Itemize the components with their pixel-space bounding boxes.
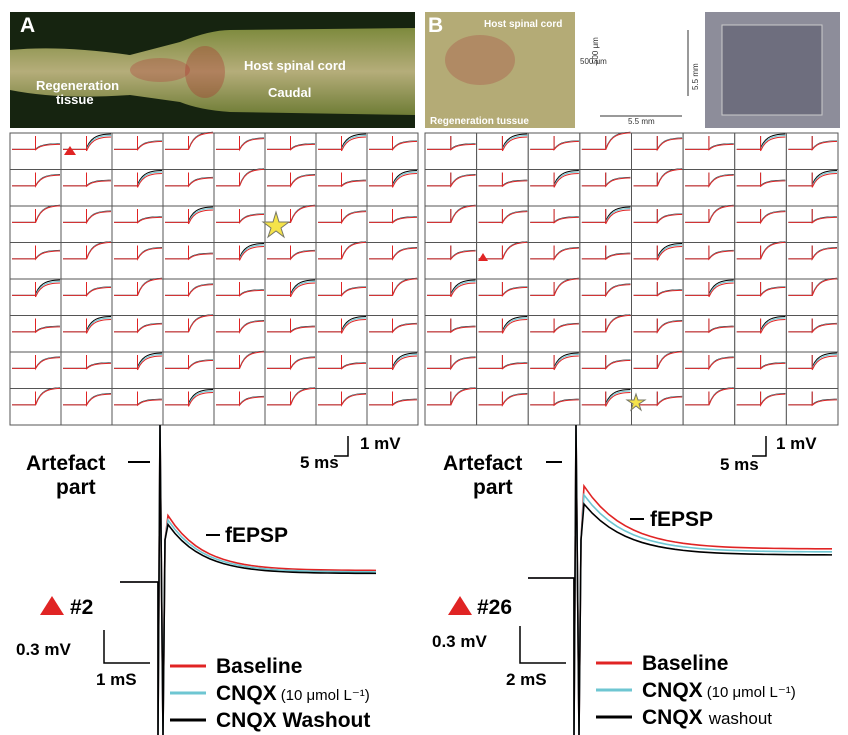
photo-label: Host spinal cord: [244, 58, 346, 73]
photo-label: Regeneration: [36, 78, 119, 93]
artefact-label: Artefact: [26, 452, 105, 475]
panel-label: B: [428, 14, 443, 37]
legend-label: Baseline: [642, 652, 728, 675]
legend-note: (10 μmol L⁻¹): [707, 684, 796, 701]
legend-label: CNQX: [642, 679, 703, 702]
scale-time: 2 mS: [506, 670, 547, 689]
trace-panel-a: Artefact part fEPSP #2 5 ms 1 mV 0.3 mV …: [16, 434, 401, 689]
photo-a: A Regeneration tissue Host spinal cord C…: [10, 12, 415, 128]
scale-voltage: 1 mV: [776, 434, 817, 453]
photo-b: B Host spinal cord Regeneration tussue 5…: [425, 12, 840, 128]
legend-label: Baseline: [216, 655, 302, 678]
scale-voltage: 0.3 mV: [432, 632, 487, 651]
legend-label: CNQX: [642, 706, 703, 729]
legend-label: CNQX: [216, 682, 277, 705]
scale-time: 5 ms: [720, 455, 759, 474]
scale-voltage: 1 mV: [360, 434, 401, 453]
legend-note: (10 μmol L⁻¹): [281, 687, 370, 704]
fepsp-label: fEPSP: [650, 508, 713, 531]
photo-label: Caudal: [268, 85, 311, 100]
legends: BaselineCNQX(10 μmol L⁻¹)CNQX WashoutBas…: [170, 652, 796, 732]
photo-label: Regeneration tussue: [430, 116, 529, 127]
scale-time: 1 mS: [96, 670, 137, 689]
layout-label: 5.5 mm: [691, 63, 700, 90]
artefact-label: part: [56, 476, 96, 499]
legend-label: CNQX Washout: [216, 709, 370, 732]
photo-label: tissue: [56, 92, 94, 107]
electrode-label: #2: [70, 596, 93, 619]
trace-panel-b: Artefact part fEPSP #26 5 ms 1 mV 0.3 mV…: [432, 434, 817, 689]
figure: A Regeneration tissue Host spinal cord C…: [0, 0, 848, 735]
electrode-grids: [10, 132, 838, 425]
artefact-label: Artefact: [443, 452, 522, 475]
scale-time: 5 ms: [300, 453, 339, 472]
legend-suffix: washout: [708, 709, 773, 728]
panel-label: A: [20, 14, 35, 37]
electrode-label: #26: [477, 596, 512, 619]
layout-label: 500 μm: [580, 57, 607, 66]
artefact-label: part: [473, 476, 513, 499]
fepsp-label: fEPSP: [225, 524, 288, 547]
layout-label: 5.5 mm: [628, 117, 655, 126]
photo-label: Host spinal cord: [484, 19, 562, 30]
scale-voltage: 0.3 mV: [16, 640, 71, 659]
